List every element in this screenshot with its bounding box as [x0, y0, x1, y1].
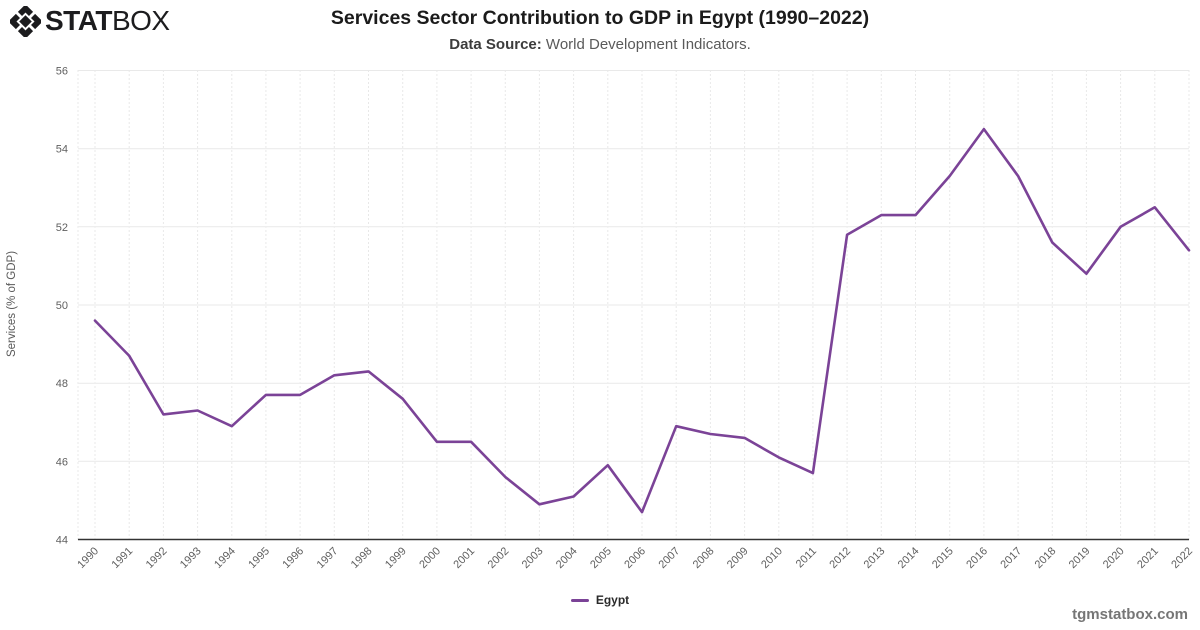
- statbox-logo: STATBOX: [10, 5, 170, 37]
- x-tick-label: 2002: [486, 545, 512, 571]
- logo-stat-text: STAT: [45, 5, 112, 36]
- x-tick-label: 1992: [144, 545, 170, 571]
- watermark-text: tgmstatbox.com: [1072, 606, 1188, 623]
- x-tick-label: 1999: [383, 545, 409, 571]
- x-tick-label: 2014: [896, 545, 922, 571]
- x-tick-label: 1996: [280, 545, 306, 571]
- y-axis-title: Services (% of GDP): [6, 250, 18, 358]
- x-tick-label: 2008: [691, 545, 717, 571]
- chart-legend: Egypt: [0, 593, 1200, 607]
- x-tick-label: 2003: [520, 545, 546, 571]
- x-tick-label: 2012: [827, 545, 853, 571]
- x-tick-label: 2017: [998, 545, 1024, 571]
- x-tick-label: 2011: [794, 545, 819, 570]
- x-tick-label: 1993: [178, 545, 204, 571]
- x-tick-label: 1994: [212, 545, 238, 571]
- x-tick-label: 2000: [417, 545, 443, 571]
- x-tick-label: 2007: [657, 545, 683, 571]
- x-tick-label: 2022: [1169, 545, 1195, 571]
- y-tick-label: 52: [56, 222, 68, 234]
- x-tick-label: 2021: [1135, 545, 1161, 571]
- x-tick-label: 2009: [725, 545, 751, 571]
- x-tick-label: 1991: [110, 545, 136, 571]
- x-tick-label: 2015: [930, 545, 956, 571]
- x-tick-label: 2004: [554, 545, 580, 571]
- x-tick-label: 2016: [964, 545, 990, 571]
- x-tick-label: 1997: [315, 545, 341, 571]
- x-tick-label: 2018: [1033, 545, 1059, 571]
- statbox-wordmark: STATBOX: [45, 5, 170, 37]
- egypt-line-series: [93, 127, 1191, 514]
- x-tick-label: 2020: [1101, 545, 1127, 571]
- x-tick-label: 2001: [451, 545, 477, 571]
- y-tick-label: 48: [56, 378, 68, 390]
- statbox-diamond-icon: [10, 5, 41, 37]
- x-tick-label: 2013: [862, 545, 888, 571]
- y-tick-label: 54: [56, 144, 68, 156]
- legend-label-egypt[interactable]: Egypt: [595, 593, 630, 607]
- x-tick-label: 1998: [349, 545, 375, 571]
- x-tick-label: 2010: [759, 545, 785, 571]
- data-source-value: World Development Indicators.: [541, 36, 751, 53]
- y-tick-label: 44: [56, 535, 68, 547]
- x-tick-label: 1990: [75, 545, 101, 571]
- data-source-label: Data Source:: [449, 36, 542, 53]
- y-tick-label: 50: [56, 300, 68, 312]
- chart-subtitle: Data Source: World Development Indicator…: [0, 36, 1200, 53]
- x-tick-label: 2006: [622, 545, 648, 571]
- y-tick-label: 46: [56, 456, 68, 468]
- x-tick-label: 2019: [1067, 545, 1093, 571]
- legend-line-swatch: [570, 598, 589, 602]
- logo-box-text: BOX: [111, 5, 170, 36]
- chart-title: Services Sector Contribution to GDP in E…: [330, 7, 870, 29]
- x-tick-label: 2005: [588, 545, 614, 571]
- y-tick-label: 56: [56, 66, 68, 78]
- x-tick-label: 1995: [246, 545, 272, 571]
